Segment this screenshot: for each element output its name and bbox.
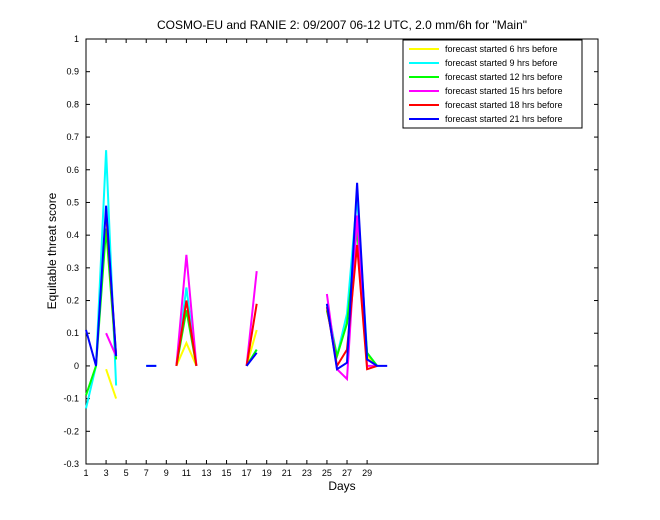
x-axis: 1 3 5 7 9 11 13 15 17 19 21 23 25 27 29 [83,39,372,478]
x-tick-label: 27 [342,468,352,478]
y-tick-label: 0.3 [66,263,79,273]
y-tick-label: 0.2 [66,296,79,306]
x-tick-label: 5 [124,468,129,478]
legend-label: forecast started 9 hrs before [445,58,558,68]
series-line-6 [85,182,388,371]
y-tick-label: 0.5 [66,197,79,207]
legend-label: forecast started 12 hrs before [445,72,563,82]
y-tick-label: 0.6 [66,165,79,175]
series-line-1 [105,228,378,399]
series-lines [85,150,388,409]
x-tick-label: 7 [144,468,149,478]
legend-label: forecast started 21 hrs before [445,114,563,124]
legend-label: forecast started 6 hrs before [445,44,558,54]
chart-title: COSMO-EU and RANIE 2: 09/2007 06-12 UTC,… [157,18,527,32]
x-tick-label: 11 [182,468,191,478]
y-tick-label: 0.4 [66,230,79,240]
y-tick-label: -0.3 [63,459,79,469]
y-tick-label: 0.1 [66,328,79,338]
x-tick-label: 23 [302,468,312,478]
legend-label: forecast started 15 hrs before [445,86,563,96]
x-tick-label: 17 [242,468,252,478]
y-tick-label: 0 [74,361,79,371]
x-tick-label: 25 [322,468,332,478]
series-line-4 [105,215,378,382]
x-tick-label: 1 [83,468,88,478]
x-tick-label: 29 [362,468,372,478]
x-tick-label: 9 [164,468,169,478]
y-tick-label: 0.7 [66,132,79,142]
x-tick-label: 15 [222,468,232,478]
y-axis-label: Equitable threat score [45,192,59,309]
y-tick-label: 0.8 [66,99,79,109]
y-tick-label: -0.2 [63,426,79,436]
legend: forecast started 6 hrs before forecast st… [402,39,583,129]
x-tick-label: 21 [282,468,292,478]
legend-label: forecast started 18 hrs before [445,100,563,110]
y-tick-label: 0.9 [66,67,79,77]
legend-box [402,39,583,129]
x-tick-label: 3 [104,468,109,478]
y-tick-label: -0.1 [63,394,79,404]
x-tick-label: 13 [201,468,211,478]
x-axis-label: Days [328,479,355,493]
y-tick-label: 1 [74,34,79,44]
x-tick-label: 19 [262,468,272,478]
